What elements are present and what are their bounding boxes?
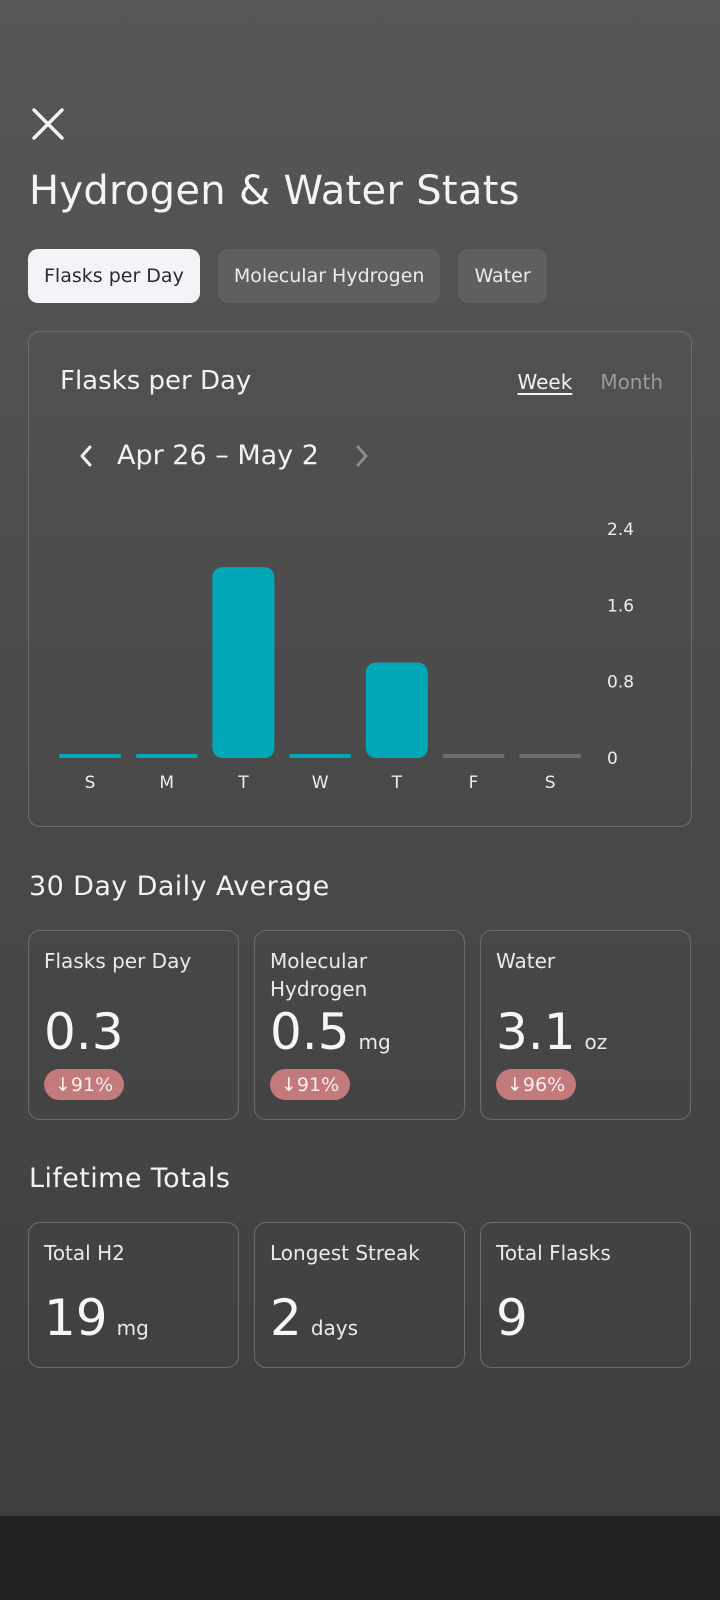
close-button[interactable] xyxy=(28,104,68,144)
lifetime-title: Lifetime Totals xyxy=(29,1163,231,1194)
x-tick-label: W xyxy=(312,773,329,793)
chevron-left-icon xyxy=(80,445,92,466)
lifetime-card-longest-streak: Longest Streak 2 days xyxy=(254,1222,465,1368)
x-tick-label: F xyxy=(469,773,479,793)
next-week-button[interactable] xyxy=(347,441,377,471)
stat-value: 2 xyxy=(270,1289,302,1347)
tab-water[interactable]: Water xyxy=(458,249,547,303)
stat-label: Molecular Hydrogen xyxy=(270,949,368,1001)
change-badge: ↓96% xyxy=(496,1069,577,1100)
chevron-right-icon xyxy=(356,445,368,466)
x-tick-label: T xyxy=(237,773,249,793)
previous-week-button[interactable] xyxy=(71,441,101,471)
y-tick-label: 1.6 xyxy=(607,596,634,616)
stat-unit: days xyxy=(310,1316,359,1340)
average-card-water: Water 3.1 oz ↓96% xyxy=(480,930,691,1120)
stat-label: Flasks per Day xyxy=(44,949,192,973)
chart-bar[interactable] xyxy=(365,662,428,758)
change-badge: ↓91% xyxy=(44,1069,125,1100)
lifetime-card-total-h2: Total H2 19 mg xyxy=(28,1222,239,1368)
x-tick-label: S xyxy=(545,773,556,793)
chart-bar[interactable] xyxy=(135,754,198,758)
stat-unit: mg xyxy=(116,1316,149,1340)
range-week-button[interactable]: Week xyxy=(517,370,573,394)
tab-molecular-hydrogen[interactable]: Molecular Hydrogen xyxy=(217,249,441,303)
y-tick-label: 2.4 xyxy=(607,520,634,540)
stat-label: Longest Streak xyxy=(270,1241,420,1265)
page-title: Hydrogen & Water Stats xyxy=(29,168,520,214)
date-range-label: Apr 26 – May 2 xyxy=(117,440,319,471)
stat-value: 19 xyxy=(44,1289,108,1347)
stat-label: Total Flasks xyxy=(496,1241,611,1265)
stat-value: 0.5 xyxy=(270,1003,350,1061)
stat-tabs: Flasks per Day Molecular Hydrogen Water xyxy=(28,249,547,303)
y-tick-label: 0.8 xyxy=(607,673,634,693)
chart-card: Flasks per Day Week Month Apr 26 – May 2… xyxy=(28,331,692,827)
averages-title: 30 Day Daily Average xyxy=(29,871,330,902)
chart-bar[interactable] xyxy=(442,754,505,758)
average-card-hydrogen: Molecular Hydrogen 0.5 mg ↓91% xyxy=(254,930,465,1120)
bar-chart: 2.4 1.6 0.8 0 S M T W T F S xyxy=(59,520,634,793)
x-tick-label: T xyxy=(391,773,403,793)
y-tick-label: 0 xyxy=(607,749,618,769)
lifetime-card-total-flasks: Total Flasks 9 xyxy=(480,1222,691,1368)
stat-label: Water xyxy=(496,949,556,973)
chart-bar[interactable] xyxy=(519,754,582,758)
x-tick-label: M xyxy=(159,773,174,793)
chart-bar[interactable] xyxy=(289,754,352,758)
stat-value: 3.1 xyxy=(496,1003,576,1061)
close-icon xyxy=(32,108,64,140)
stat-unit: oz xyxy=(584,1030,608,1054)
x-tick-label: S xyxy=(85,773,96,793)
stat-label: Total H2 xyxy=(44,1241,125,1265)
chart-bar[interactable] xyxy=(212,567,275,758)
average-card-flasks: Flasks per Day 0.3 ↓91% xyxy=(28,930,239,1120)
range-toggle: Week Month xyxy=(518,370,663,394)
chart-bar[interactable] xyxy=(59,754,121,758)
bottom-navigation-bar xyxy=(0,1516,720,1600)
date-navigator: Apr 26 – May 2 xyxy=(71,440,377,471)
range-month-button[interactable]: Month xyxy=(600,370,663,394)
stat-unit: mg xyxy=(358,1030,391,1054)
stat-value: 9 xyxy=(496,1289,528,1347)
stat-value: 0.3 xyxy=(44,1003,124,1061)
chart-title: Flasks per Day xyxy=(60,366,252,396)
change-badge: ↓91% xyxy=(270,1069,351,1100)
tab-flasks-per-day[interactable]: Flasks per Day xyxy=(28,249,200,303)
